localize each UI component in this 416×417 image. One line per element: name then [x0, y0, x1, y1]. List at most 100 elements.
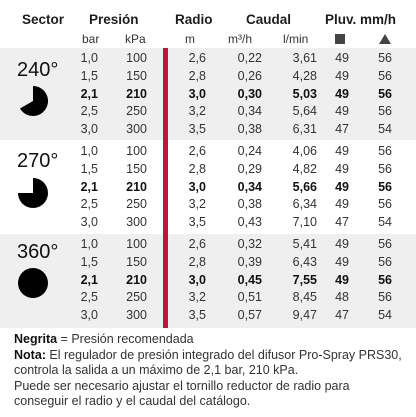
- cell-radio: 2,8: [188, 68, 206, 83]
- cell-pluv-triangle: 54: [378, 308, 392, 323]
- cell-kpa: 150: [126, 68, 147, 83]
- cell-bar: 2,5: [80, 197, 98, 212]
- cell-pluv-square: 49: [335, 272, 349, 287]
- cell-m3h: 0,22: [237, 51, 262, 65]
- cell-lmin: 4,82: [292, 161, 317, 176]
- cell-m3h: 0,34: [237, 179, 262, 194]
- cell-pluv-triangle: 56: [378, 290, 392, 305]
- cell-pluv-square: 49: [335, 179, 349, 194]
- cell-pluv-square: 47: [335, 122, 349, 137]
- cell-radio: 2,6: [188, 144, 206, 158]
- section-band-270: [0, 141, 416, 233]
- cell-pluv-square: 49: [335, 237, 349, 251]
- cell-lmin: 3,61: [292, 51, 317, 65]
- cell-pluv-square: 47: [335, 308, 349, 323]
- cell-pluv-square: 48: [335, 290, 349, 305]
- cell-kpa: 100: [126, 144, 147, 158]
- note-line-2: Nota: El regulador de presión integrado …: [14, 348, 402, 364]
- cell-pluv-square: 49: [335, 144, 349, 158]
- cell-m3h: 0,38: [237, 122, 262, 137]
- cell-m3h: 0,45: [237, 272, 262, 287]
- cell-pluv-triangle: 56: [378, 104, 392, 119]
- cell-bar: 2,5: [80, 290, 98, 305]
- notes-block: Negrita = Presión recomendada Nota: El r…: [14, 332, 402, 410]
- cell-pluv-triangle: 56: [378, 197, 392, 212]
- cell-pluv-triangle: 54: [378, 215, 392, 230]
- cell-m3h: 0,34: [237, 104, 262, 119]
- unit-kpa: kPa: [125, 32, 146, 46]
- cell-kpa: 300: [126, 308, 147, 323]
- cell-radio: 3,0: [188, 272, 206, 287]
- cell-pluv-triangle: 56: [378, 254, 392, 269]
- cell-lmin: 5,41: [292, 237, 317, 251]
- cell-radio: 3,5: [188, 308, 206, 323]
- unit-bar: bar: [82, 32, 100, 46]
- cell-radio: 2,8: [188, 254, 206, 269]
- section-band-360: [0, 234, 416, 328]
- cell-radio: 2,6: [188, 51, 206, 65]
- cell-bar: 1,5: [80, 161, 98, 176]
- cell-pluv-square: 49: [335, 254, 349, 269]
- cell-bar: 2,1: [80, 179, 98, 194]
- cell-radio: 3,0: [188, 86, 206, 101]
- cell-radio: 3,5: [188, 215, 206, 230]
- cell-lmin: 8,45: [292, 290, 317, 305]
- header-caudal: Caudal: [246, 12, 292, 27]
- sector-270-pie-icon: [18, 178, 48, 208]
- triangle-icon: [379, 34, 391, 44]
- section-band-240: [0, 48, 416, 140]
- cell-bar: 1,0: [80, 144, 98, 158]
- cell-kpa: 210: [126, 179, 147, 194]
- cell-pluv-square: 49: [335, 104, 349, 119]
- cell-pluv-square: 49: [335, 68, 349, 83]
- cell-pluv-triangle: 56: [378, 144, 392, 158]
- note-regulator-text: El regulador de presión integrado del di…: [45, 347, 402, 362]
- cell-m3h: 0,29: [237, 161, 262, 176]
- cell-m3h: 0,24: [237, 144, 262, 158]
- cell-lmin: 9,47: [292, 308, 317, 323]
- cell-pluv-triangle: 56: [378, 179, 392, 194]
- cell-m3h: 0,57: [237, 308, 262, 323]
- cell-bar: 2,1: [80, 272, 98, 287]
- header-radio: Radio: [175, 12, 213, 27]
- cell-m3h: 0,38: [237, 197, 262, 212]
- cell-bar: 1,5: [80, 68, 98, 83]
- cell-pluv-square: 49: [335, 197, 349, 212]
- cell-bar: 3,0: [80, 215, 98, 230]
- sector-240-pie-icon: [20, 86, 48, 116]
- note-line-3: controla la salida a un máximo de 2,1 ba…: [14, 363, 299, 377]
- cell-bar: 1,5: [80, 254, 98, 269]
- cell-pluv-triangle: 56: [378, 272, 392, 287]
- cell-pluv-triangle: 56: [378, 68, 392, 83]
- unit-m: m: [185, 32, 195, 46]
- cell-m3h: 0,32: [237, 237, 262, 251]
- cell-kpa: 300: [126, 122, 147, 137]
- cell-m3h: 0,43: [237, 215, 262, 230]
- note-bold-word: Negrita: [14, 332, 58, 346]
- note-line-1: Negrita = Presión recomendada: [14, 332, 402, 348]
- square-icon: [335, 34, 345, 44]
- cell-kpa: 210: [126, 86, 147, 101]
- cell-m3h: 0,51: [237, 290, 262, 305]
- cell-bar: 1,0: [80, 237, 98, 251]
- sector-label-270: 270°: [17, 150, 59, 172]
- cell-lmin: 5,03: [292, 86, 317, 101]
- cell-kpa: 100: [126, 51, 147, 65]
- radio-column-accent-bar: [163, 48, 168, 328]
- cell-radio: 3,2: [188, 197, 206, 212]
- note-recommended-pressure: = Presión recomendada: [57, 332, 194, 346]
- cell-pluv-triangle: 54: [378, 122, 392, 137]
- cell-radio: 2,6: [188, 237, 206, 251]
- cell-m3h: 0,30: [237, 86, 262, 101]
- cell-kpa: 150: [126, 254, 147, 269]
- unit-lmin: l/min: [283, 32, 309, 46]
- cell-bar: 2,5: [80, 104, 98, 119]
- header-sector: Sector: [22, 12, 65, 27]
- cell-lmin: 6,43: [292, 254, 317, 269]
- cell-radio: 3,0: [188, 179, 206, 194]
- cell-pluv-triangle: 56: [378, 51, 392, 65]
- sector-360-pie-icon: [18, 268, 48, 298]
- cell-bar: 1,0: [80, 51, 98, 65]
- cell-pluv-square: 49: [335, 51, 349, 65]
- cell-kpa: 210: [126, 272, 147, 287]
